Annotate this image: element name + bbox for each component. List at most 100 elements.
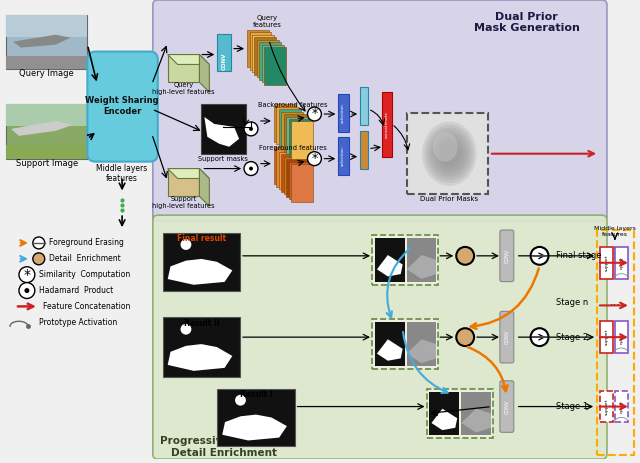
- FancyBboxPatch shape: [6, 104, 88, 126]
- Ellipse shape: [432, 133, 467, 174]
- Circle shape: [531, 328, 548, 346]
- Polygon shape: [289, 119, 310, 156]
- Circle shape: [307, 152, 321, 166]
- Circle shape: [24, 288, 29, 293]
- Polygon shape: [11, 121, 72, 136]
- Polygon shape: [257, 40, 279, 77]
- Text: *: *: [311, 107, 317, 120]
- Text: concatenate: concatenate: [385, 110, 389, 138]
- FancyBboxPatch shape: [6, 104, 88, 159]
- Polygon shape: [262, 44, 284, 82]
- FancyBboxPatch shape: [6, 145, 88, 159]
- Circle shape: [244, 162, 258, 175]
- Text: support: support: [604, 255, 609, 271]
- Polygon shape: [168, 344, 232, 371]
- Polygon shape: [291, 164, 313, 202]
- FancyBboxPatch shape: [500, 311, 514, 363]
- Polygon shape: [461, 409, 491, 432]
- FancyBboxPatch shape: [372, 319, 438, 369]
- Circle shape: [307, 107, 321, 121]
- FancyBboxPatch shape: [153, 0, 607, 221]
- FancyBboxPatch shape: [406, 238, 436, 282]
- Polygon shape: [200, 169, 209, 206]
- Ellipse shape: [429, 131, 469, 177]
- Circle shape: [531, 247, 548, 265]
- FancyBboxPatch shape: [600, 391, 613, 422]
- FancyBboxPatch shape: [360, 131, 368, 169]
- Text: support: support: [604, 329, 609, 345]
- FancyBboxPatch shape: [500, 230, 514, 282]
- Polygon shape: [168, 169, 209, 179]
- Circle shape: [235, 395, 246, 406]
- Polygon shape: [291, 121, 313, 159]
- Polygon shape: [377, 255, 403, 276]
- Polygon shape: [168, 259, 232, 285]
- Text: query: query: [620, 331, 623, 344]
- Text: CONV: CONV: [504, 330, 509, 344]
- Circle shape: [244, 122, 258, 136]
- Polygon shape: [279, 152, 301, 189]
- FancyBboxPatch shape: [615, 321, 628, 353]
- FancyBboxPatch shape: [600, 321, 613, 353]
- FancyBboxPatch shape: [88, 51, 158, 162]
- Polygon shape: [264, 47, 286, 85]
- FancyBboxPatch shape: [202, 104, 246, 154]
- FancyBboxPatch shape: [6, 15, 88, 37]
- Text: selection: selection: [341, 103, 345, 123]
- Circle shape: [33, 253, 45, 265]
- Text: Stage 2: Stage 2: [556, 332, 589, 342]
- FancyBboxPatch shape: [375, 238, 404, 282]
- FancyBboxPatch shape: [382, 92, 392, 156]
- Ellipse shape: [433, 132, 458, 162]
- Circle shape: [249, 167, 253, 170]
- Text: Dual Prior Masks: Dual Prior Masks: [420, 196, 478, 202]
- FancyBboxPatch shape: [153, 215, 607, 459]
- FancyBboxPatch shape: [500, 381, 514, 432]
- Text: Query
high-level features: Query high-level features: [152, 82, 215, 95]
- Polygon shape: [289, 162, 310, 199]
- FancyBboxPatch shape: [217, 34, 231, 71]
- Text: Foreground Erasing: Foreground Erasing: [49, 238, 124, 247]
- FancyBboxPatch shape: [163, 317, 240, 377]
- Ellipse shape: [424, 125, 474, 183]
- Polygon shape: [276, 106, 298, 144]
- FancyBboxPatch shape: [6, 56, 88, 69]
- Polygon shape: [168, 55, 209, 64]
- Circle shape: [456, 247, 474, 265]
- Text: Middle layers
features: Middle layers features: [594, 226, 636, 237]
- FancyBboxPatch shape: [339, 94, 349, 132]
- Text: Background features: Background features: [258, 102, 328, 108]
- Text: Support Image: Support Image: [15, 159, 78, 168]
- Text: Feature Concatenation: Feature Concatenation: [43, 302, 130, 311]
- Text: Progressive Semantic
Detail Enrichment: Progressive Semantic Detail Enrichment: [160, 436, 288, 458]
- Text: CONV: CONV: [221, 53, 227, 70]
- Text: ...: ...: [609, 297, 620, 307]
- FancyBboxPatch shape: [360, 87, 368, 125]
- Polygon shape: [281, 112, 303, 149]
- Polygon shape: [406, 255, 436, 279]
- Circle shape: [180, 239, 191, 250]
- Text: Foreground features: Foreground features: [259, 145, 326, 151]
- Polygon shape: [255, 37, 276, 75]
- Text: Query Image: Query Image: [19, 69, 74, 78]
- Polygon shape: [274, 104, 296, 142]
- Ellipse shape: [422, 121, 477, 186]
- Polygon shape: [222, 414, 287, 440]
- FancyBboxPatch shape: [600, 247, 613, 279]
- Text: Hadamard  Product: Hadamard Product: [39, 286, 113, 295]
- Text: Detail  Enrichment: Detail Enrichment: [49, 254, 120, 263]
- Text: Middle layers
features: Middle layers features: [97, 163, 148, 183]
- Polygon shape: [204, 117, 239, 147]
- Text: support: support: [604, 398, 609, 415]
- Text: Dual Prior
Mask Generation: Dual Prior Mask Generation: [474, 12, 580, 33]
- Text: Prototype Activation: Prototype Activation: [39, 318, 117, 327]
- Text: query: query: [620, 400, 623, 413]
- FancyBboxPatch shape: [406, 322, 436, 366]
- Text: *: *: [311, 152, 317, 165]
- FancyBboxPatch shape: [217, 389, 294, 446]
- Polygon shape: [259, 42, 281, 80]
- Polygon shape: [406, 339, 436, 363]
- Text: Stage n: Stage n: [556, 298, 589, 307]
- FancyBboxPatch shape: [339, 137, 349, 175]
- Polygon shape: [279, 109, 301, 147]
